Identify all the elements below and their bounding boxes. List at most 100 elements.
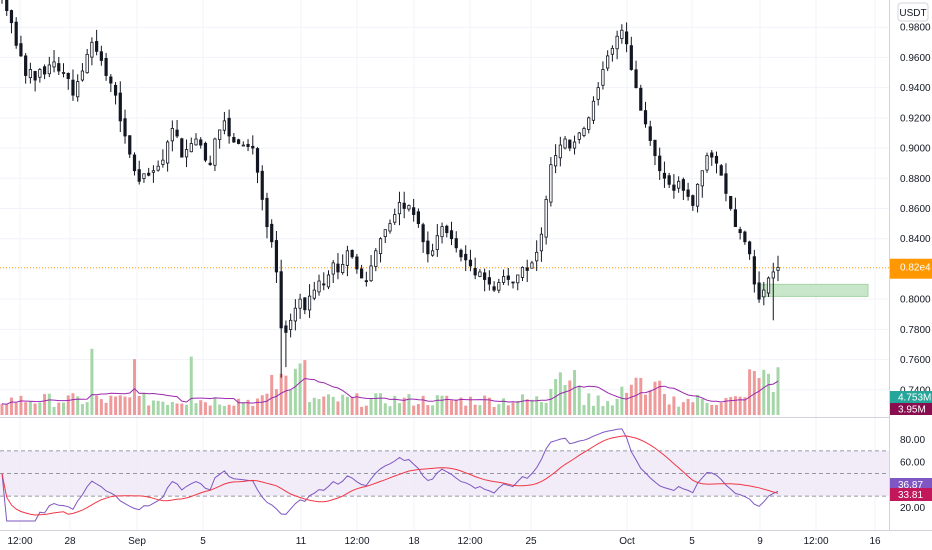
candle-body: [28, 69, 32, 79]
volume-bar: [203, 402, 207, 415]
candle-body: [208, 162, 212, 166]
candle-body: [255, 148, 260, 173]
rsi-axis-ticks[interactable]: 80.00 60.00 20.00: [900, 435, 925, 514]
candle-body: [492, 286, 496, 291]
candle-body: [350, 249, 354, 258]
candle-body: [378, 238, 383, 255]
support-zone-box[interactable]: [759, 283, 869, 297]
volume-bar: [568, 380, 572, 415]
volume-bar: [435, 395, 439, 415]
volume-bar: [265, 393, 269, 415]
candle-body: [393, 214, 397, 223]
volume-bar: [222, 406, 226, 415]
time-tick-label: 5: [200, 536, 206, 547]
volume-bar: [520, 394, 524, 415]
candle-body: [132, 154, 137, 172]
candle-body: [71, 79, 75, 96]
volume-bar: [170, 401, 174, 415]
currency-button[interactable]: USDT: [897, 2, 929, 22]
volume-bar: [762, 369, 766, 415]
price-tick-label: 0.8800: [900, 174, 931, 185]
volume-bar: [719, 402, 723, 415]
candle-body: [762, 289, 766, 298]
volume-bar: [379, 393, 383, 415]
price-tick-label: 0.9000: [900, 144, 931, 155]
candle-body: [672, 184, 676, 191]
volume-bar: [95, 395, 99, 415]
volume-bar: [464, 405, 468, 415]
time-tick-label: Sep: [128, 536, 146, 547]
candle-body: [483, 272, 487, 280]
volume-bar: [502, 398, 506, 415]
volume-bar: [118, 395, 122, 415]
candle-body: [520, 267, 525, 278]
volume-bar: [686, 398, 690, 415]
candle-body: [322, 283, 326, 286]
volume-bars: [0, 348, 780, 415]
volume-bar: [71, 393, 75, 415]
time-axis-ticks[interactable]: 12:00 28 Sep 5 11 12:00 18 12:00 25 Oct 5 9 12:00 16: [7, 536, 881, 547]
candle-body: [596, 87, 600, 100]
volume-bar: [256, 398, 260, 415]
candle-body: [662, 172, 667, 179]
volume-bar: [450, 400, 454, 415]
candle-body: [284, 325, 288, 333]
volume-bar: [90, 348, 94, 415]
volume-bar: [658, 380, 662, 415]
candle-body: [416, 211, 420, 225]
candle-body: [681, 179, 685, 191]
candle-body: [383, 229, 387, 237]
volume-bar: [14, 402, 18, 415]
candle-body: [473, 268, 477, 276]
candle-body: [180, 138, 184, 158]
candle-body: [459, 249, 463, 258]
candle-body: [563, 138, 567, 149]
volume-bar: [587, 393, 591, 415]
volume-bar: [733, 396, 737, 415]
candle-body: [421, 224, 425, 243]
candle-body: [714, 155, 719, 164]
volume-bar: [757, 378, 761, 415]
time-tick-label: 5: [689, 536, 695, 547]
candle-body: [695, 183, 700, 207]
candle-body: [24, 55, 28, 76]
volume-bar: [634, 377, 638, 415]
candle-body: [577, 132, 581, 140]
volume-bar: [175, 403, 179, 415]
volume-bar: [345, 396, 349, 415]
volume-bar: [748, 369, 752, 415]
candle-body: [246, 144, 250, 147]
volume-badges: 4.753M 3.95M: [890, 391, 932, 416]
price-axis-ticks[interactable]: 0.9800 0.9600 0.9400 0.9200 0.9000 0.8800 0.86…: [900, 23, 931, 397]
candle-body: [360, 268, 364, 279]
candle-body: [364, 280, 368, 283]
price-tick-label: 0.7800: [900, 325, 931, 336]
candle-body: [724, 173, 728, 194]
candle-body: [719, 165, 723, 176]
candle-body: [402, 202, 406, 209]
candle-body: [303, 297, 307, 311]
candle-body: [658, 155, 662, 172]
candle-body: [634, 69, 638, 89]
time-tick-label: 9: [757, 536, 763, 547]
volume-bar: [19, 395, 23, 415]
candle-body: [298, 298, 302, 309]
volume-bar: [544, 402, 548, 415]
candle-body: [137, 169, 141, 182]
rsi-tick-label: 80.00: [900, 435, 925, 446]
volume-bar: [393, 395, 397, 415]
volume-bar: [696, 394, 700, 415]
candle-body: [539, 233, 544, 252]
volume-bar: [24, 402, 28, 415]
volume-bar: [412, 405, 416, 415]
volume-bar: [0, 403, 4, 415]
candle-body: [700, 170, 704, 187]
volume-label-2: 3.95M: [898, 405, 926, 416]
volume-bar: [771, 392, 775, 415]
candle-body: [213, 138, 217, 166]
candle-body: [572, 141, 577, 149]
last-price-badge: 0.82e4: [890, 258, 932, 279]
candle-body: [733, 209, 738, 228]
candle-body: [147, 172, 151, 176]
